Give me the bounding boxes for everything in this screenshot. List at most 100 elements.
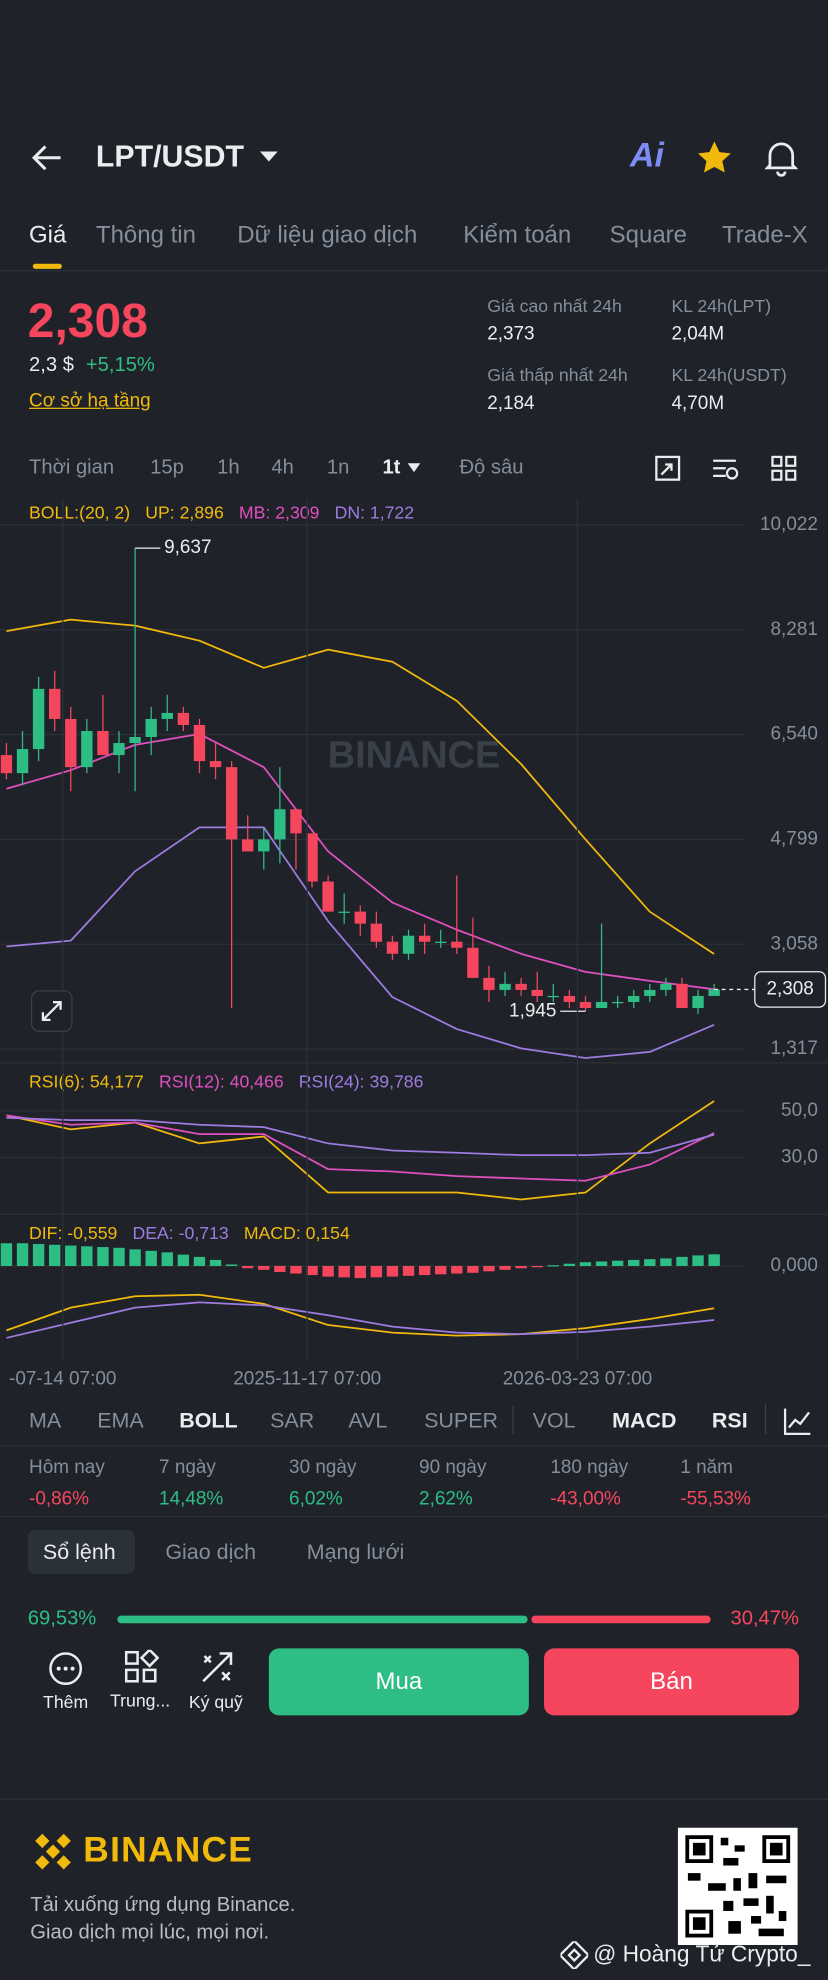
bell-icon[interactable] <box>764 139 798 177</box>
interval[interactable]: 1h <box>217 456 240 479</box>
legend-entry: RSI(24): 39,786 <box>299 1072 424 1092</box>
tab[interactable]: Trade-X <box>721 222 808 249</box>
series-line <box>6 1114 715 1182</box>
tab[interactable]: Kiểm toán <box>463 222 572 249</box>
candle-body <box>290 809 302 834</box>
stat-label: KL 24h(LPT) <box>671 295 772 316</box>
candle-body <box>32 688 45 750</box>
tab[interactable]: Thông tin <box>95 222 196 249</box>
tab[interactable]: Square <box>609 222 687 249</box>
histogram-bar <box>595 1261 608 1266</box>
sell-button[interactable]: Bán <box>544 1648 799 1716</box>
candle-body <box>644 989 656 996</box>
histogram-bar <box>274 1265 286 1273</box>
tab-indicator <box>32 263 62 269</box>
candle-body <box>628 995 640 1002</box>
interval[interactable]: 1n <box>326 456 350 479</box>
y-tick-label: 50,0 <box>781 1100 818 1121</box>
tab[interactable]: Dữ liệu giao dịch <box>237 222 418 249</box>
legend-entry: DN: 1,722 <box>335 502 414 522</box>
histogram-bar <box>611 1260 624 1266</box>
candle-body <box>209 761 222 768</box>
candle-body <box>49 688 61 719</box>
histogram-bar <box>32 1244 45 1266</box>
histogram-bar <box>676 1256 688 1266</box>
stat-label: Giá cao nhất 24h <box>487 295 622 316</box>
interval[interactable]: 15p <box>150 456 184 479</box>
action-label[interactable]: Ký quỹ <box>188 1691 243 1712</box>
perf-value: -55,53% <box>680 1488 751 1510</box>
candle-body <box>708 989 720 996</box>
interval[interactable]: 4h <box>271 456 294 479</box>
perf-label: 90 ngày <box>419 1456 487 1479</box>
star-icon[interactable] <box>697 140 732 174</box>
expand-icon[interactable] <box>30 990 73 1033</box>
book-tab[interactable]: Sổ lệnh <box>42 1539 116 1564</box>
book-tab[interactable]: Mạng lưới <box>306 1539 405 1564</box>
histogram-bar <box>386 1265 399 1277</box>
candle-body <box>692 995 704 1008</box>
indicator[interactable]: SUPER <box>424 1408 499 1433</box>
watermark: BINANCE <box>328 734 500 776</box>
histogram-bar <box>354 1265 366 1279</box>
action-label[interactable]: Trung... <box>109 1690 171 1711</box>
interval[interactable]: Độ sâu <box>459 456 524 479</box>
back-icon[interactable] <box>30 143 63 173</box>
action-label[interactable]: Thêm <box>43 1691 89 1712</box>
hub-icon[interactable] <box>124 1649 160 1685</box>
last-price-box <box>754 971 827 1008</box>
book-tab[interactable]: Giao dịch <box>165 1539 257 1564</box>
histogram-bar <box>161 1252 173 1266</box>
indicator[interactable]: EMA <box>97 1408 144 1433</box>
indicator[interactable]: AVL <box>348 1408 388 1433</box>
indicator-active[interactable]: RSI <box>711 1408 748 1433</box>
candle-body <box>65 718 77 768</box>
perf-label: 1 năm <box>680 1456 733 1479</box>
indicator-active[interactable]: BOLL <box>179 1408 238 1433</box>
candle-body <box>370 923 383 942</box>
histogram-bar <box>531 1265 543 1268</box>
candle-body <box>306 833 318 882</box>
candle-body <box>499 983 511 990</box>
buy-button[interactable]: Mua <box>268 1648 529 1716</box>
perf-value: 6,02% <box>289 1488 343 1510</box>
histogram-bar <box>225 1264 238 1266</box>
legend-entry: DIF: -0,559 <box>29 1223 117 1243</box>
interval[interactable]: Thời gian <box>29 456 115 479</box>
pair[interactable]: LPT/USDT <box>95 140 245 175</box>
indicator-settings[interactable] <box>783 1406 813 1436</box>
pair-caret[interactable] <box>259 149 279 164</box>
indicator[interactable]: MA <box>29 1408 62 1433</box>
last-price: 2,308 <box>27 295 148 349</box>
interval-caret[interactable] <box>406 462 421 473</box>
legend-entry: UP: 2,896 <box>145 502 224 522</box>
legend-entry: MACD: 0,154 <box>244 1223 350 1243</box>
stat-value: 2,373 <box>487 323 535 345</box>
ai-icon[interactable]: Ai <box>629 136 664 175</box>
candle-body <box>467 947 479 978</box>
x-tick-label: 2026-03-23 07:00 <box>503 1369 652 1390</box>
histogram-bar <box>145 1250 157 1266</box>
indicator[interactable]: VOL <box>532 1408 576 1433</box>
legend-entry: RSI(6): 54,177 <box>29 1072 144 1092</box>
indicator[interactable]: SAR <box>270 1408 315 1433</box>
candle-body <box>322 881 334 912</box>
legend-entry: RSI(12): 40,466 <box>159 1072 284 1092</box>
stat-label: KL 24h(USDT) <box>671 364 787 385</box>
interval-active[interactable]: 1t <box>382 456 401 479</box>
annotation-label: 1,945 <box>509 1000 556 1021</box>
chart-tools[interactable] <box>654 454 798 484</box>
y-tick-label: 8,281 <box>771 619 818 640</box>
margin-icon[interactable] <box>199 1650 234 1685</box>
y-tick-label: 1,317 <box>771 1038 818 1059</box>
perf-label: 30 ngày <box>289 1456 357 1479</box>
histogram-bar <box>0 1243 13 1266</box>
tab[interactable]: Giá <box>29 222 67 249</box>
candle-body <box>161 712 173 719</box>
more-icon[interactable] <box>48 1651 83 1686</box>
indicator-active[interactable]: MACD <box>612 1408 677 1433</box>
histogram-bar <box>177 1254 190 1266</box>
candle-body <box>97 730 109 756</box>
category-link[interactable]: Cơ sở hạ tầng <box>29 390 151 412</box>
buy-ratio-bar <box>117 1615 528 1624</box>
